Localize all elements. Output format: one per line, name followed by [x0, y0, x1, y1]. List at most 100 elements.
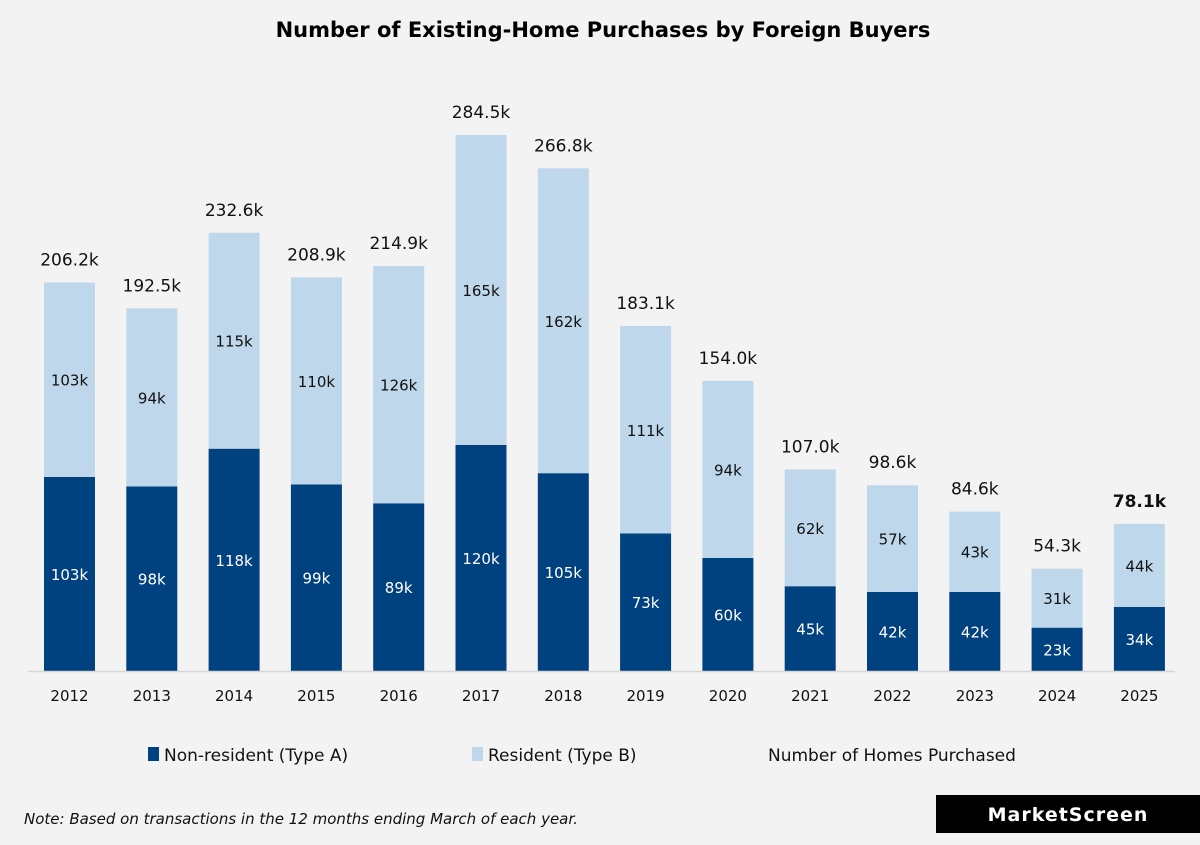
label-total-2016: 214.9k	[369, 234, 428, 254]
legend-label-non-resident: Non-resident (Type A)	[164, 746, 348, 766]
label-non-resident-2025: 34k	[1126, 631, 1154, 649]
label-non-resident-2022: 42k	[879, 623, 907, 641]
bar-group-2014: 118k 115k 232.6k 2014	[205, 201, 264, 705]
x-tick-2012: 2012	[50, 687, 88, 705]
label-total-2018: 266.8k	[534, 136, 593, 156]
legend-swatch-resident	[472, 747, 483, 761]
label-non-resident-2018: 105k	[545, 564, 583, 582]
bar-non-resident-2025	[1113, 606, 1165, 671]
label-resident-2014: 115k	[215, 333, 253, 351]
chart-title: Number of Existing-Home Purchases by For…	[276, 18, 931, 42]
label-non-resident-2017: 120k	[462, 550, 500, 568]
bar-group-2020: 60k 94k 154.0k 2020	[699, 349, 758, 705]
bar-resident-2015	[290, 277, 342, 485]
bar-group-2022: 42k 57k 98.6k 2022	[867, 453, 918, 705]
label-total-2020: 154.0k	[699, 349, 758, 369]
x-tick-2020: 2020	[709, 687, 747, 705]
bar-resident-2018	[537, 168, 589, 474]
label-non-resident-2020: 60k	[714, 606, 742, 624]
bar-resident-2023	[949, 511, 1001, 592]
label-total-2014: 232.6k	[205, 201, 264, 221]
label-total-2025: 78.1k	[1113, 492, 1167, 512]
legend: Non-resident (Type A) Resident (Type B) …	[148, 746, 1016, 766]
bar-resident-2024	[1031, 568, 1083, 628]
bar-resident-2013	[126, 308, 178, 487]
label-non-resident-2023: 42k	[961, 623, 989, 641]
x-tick-2015: 2015	[297, 687, 335, 705]
bar-group-2024: 23k 31k 54.3k 2024	[1031, 537, 1083, 705]
label-total-2023: 84.6k	[951, 480, 999, 500]
label-resident-2021: 62k	[796, 520, 824, 538]
label-non-resident-2024: 23k	[1043, 641, 1071, 659]
bar-non-resident-2016	[373, 503, 425, 671]
bar-non-resident-2019	[620, 533, 672, 671]
bar-resident-2012	[44, 282, 95, 477]
bar-group-2012: 103k 103k 206.2k 2012	[40, 251, 99, 705]
bar-resident-2021	[784, 469, 836, 587]
label-non-resident-2019: 73k	[632, 594, 660, 612]
x-tick-2014: 2014	[215, 687, 253, 705]
bar-non-resident-2013	[126, 486, 178, 671]
label-non-resident-2014: 118k	[215, 552, 253, 570]
legend-label-resident: Resident (Type B)	[488, 746, 637, 766]
label-non-resident-2013: 98k	[138, 571, 166, 589]
bar-non-resident-2014	[208, 448, 260, 671]
bar-non-resident-2015	[290, 484, 342, 671]
bar-non-resident-2021	[784, 586, 836, 671]
bar-resident-2025	[1113, 523, 1165, 607]
bar-group-2023: 42k 43k 84.6k 2023	[949, 480, 1001, 705]
label-resident-2022: 57k	[879, 531, 907, 549]
bar-group-2018: 105k 162k 266.8k 2018	[534, 136, 593, 705]
bar-resident-2016	[373, 266, 425, 504]
label-non-resident-2016: 89k	[385, 579, 413, 597]
label-total-2017: 284.5k	[452, 103, 511, 123]
label-resident-2013: 94k	[138, 389, 166, 407]
label-total-2021: 107.0k	[781, 437, 840, 457]
x-tick-2025: 2025	[1120, 687, 1158, 705]
bar-non-resident-2012	[44, 476, 95, 671]
label-non-resident-2012: 103k	[51, 566, 89, 584]
bar-group-2017: 120k 165k 284.5k 2017	[452, 103, 511, 705]
label-total-2012: 206.2k	[40, 251, 99, 271]
x-tick-2013: 2013	[133, 687, 171, 705]
bar-resident-2022	[867, 485, 918, 592]
bar-group-2015: 99k 110k 208.9k 2015	[287, 245, 346, 705]
bar-group-2013: 98k 94k 192.5k 2013	[123, 276, 182, 705]
bar-group-2025: 34k 44k 78.1k 2025	[1113, 492, 1167, 705]
bar-non-resident-2022	[867, 591, 918, 671]
label-resident-2019: 111k	[627, 422, 665, 440]
legend-label-total: Number of Homes Purchased	[768, 746, 1016, 766]
label-non-resident-2021: 45k	[796, 621, 824, 639]
x-tick-2017: 2017	[462, 687, 500, 705]
label-resident-2024: 31k	[1043, 590, 1071, 608]
brand-logo-box	[936, 795, 1200, 833]
label-resident-2012: 103k	[51, 372, 89, 390]
label-resident-2018: 162k	[545, 313, 583, 331]
label-total-2015: 208.9k	[287, 245, 346, 265]
bar-resident-2017	[455, 135, 507, 445]
x-tick-2016: 2016	[380, 687, 418, 705]
bar-group-2021: 45k 62k 107.0k 2021	[781, 437, 840, 705]
x-tick-2023: 2023	[956, 687, 994, 705]
bar-non-resident-2023	[949, 591, 1001, 671]
label-resident-2025: 44k	[1126, 557, 1154, 575]
bar-non-resident-2018	[537, 473, 589, 671]
label-resident-2020: 94k	[714, 461, 742, 479]
bar-resident-2020	[702, 380, 754, 558]
legend-swatch-non-resident	[148, 747, 159, 761]
brand-logo: MarketScreen	[988, 804, 1149, 826]
x-tick-2021: 2021	[791, 687, 829, 705]
bar-group-2019: 73k 111k 183.1k 2019	[616, 294, 675, 705]
label-resident-2015: 110k	[298, 373, 336, 391]
label-total-2019: 183.1k	[616, 294, 675, 314]
bar-non-resident-2024	[1031, 627, 1083, 671]
x-tick-2024: 2024	[1038, 687, 1076, 705]
bar-non-resident-2020	[702, 557, 754, 671]
label-resident-2016: 126k	[380, 377, 418, 395]
label-resident-2023: 43k	[961, 544, 989, 562]
x-tick-2019: 2019	[627, 687, 665, 705]
label-total-2022: 98.6k	[869, 453, 917, 473]
bar-group-2016: 89k 126k 214.9k 2016	[369, 234, 428, 705]
bar-resident-2014	[208, 232, 260, 449]
